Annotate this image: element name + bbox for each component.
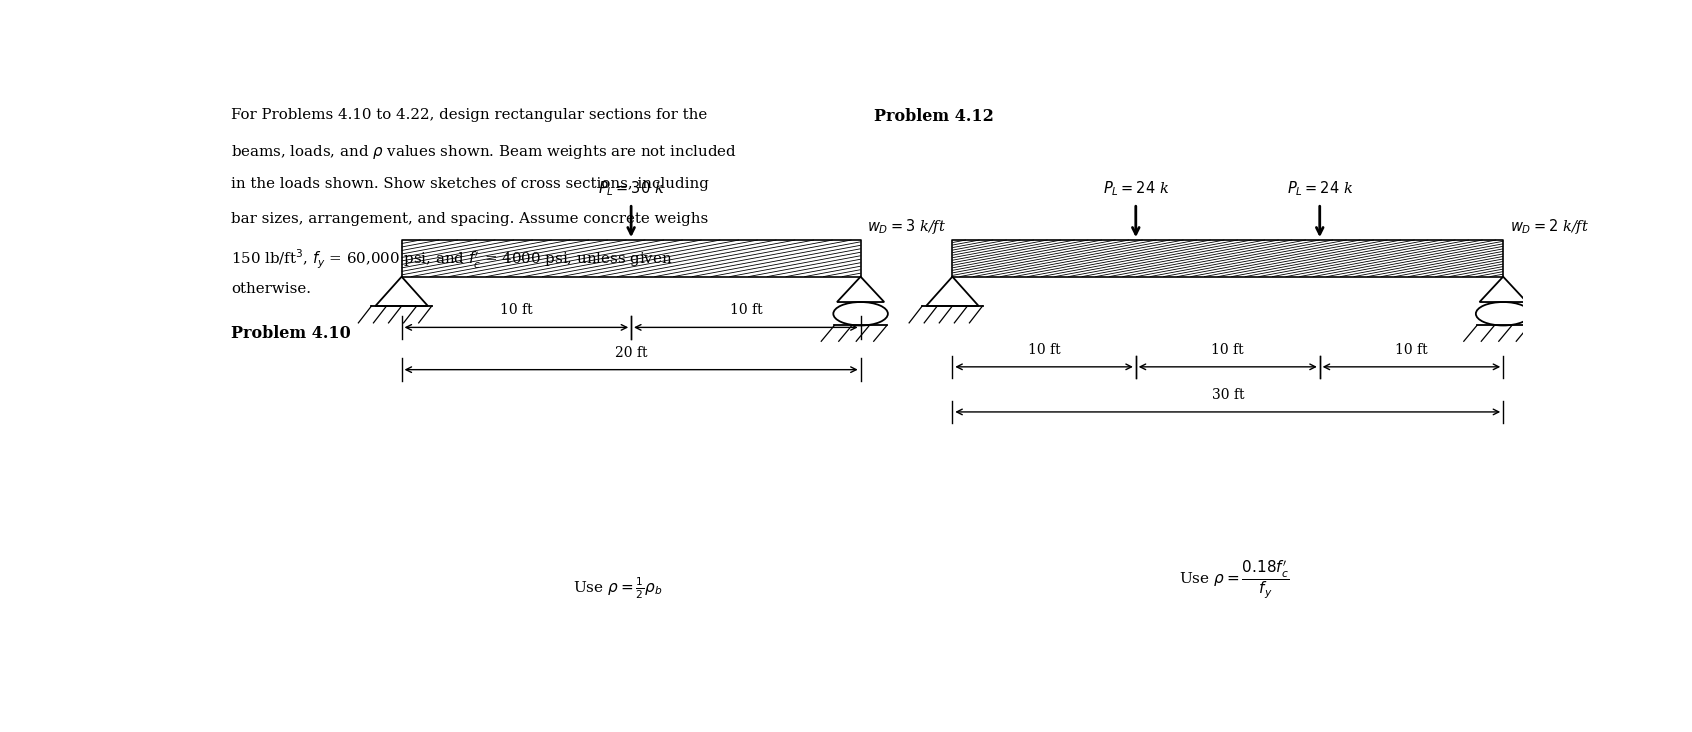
- Text: bar sizes, arrangement, and spacing. Assume concrete weighs: bar sizes, arrangement, and spacing. Ass…: [232, 212, 709, 226]
- Text: 20 ft: 20 ft: [614, 346, 648, 359]
- Text: 150 lb/ft$^3$, $f_y$ = 60,000 psi, and $f_c^{\prime}$ = 4000 psi, unless given: 150 lb/ft$^3$, $f_y$ = 60,000 psi, and $…: [232, 247, 673, 271]
- Text: Use $\rho = \frac{1}{2}\rho_b$: Use $\rho = \frac{1}{2}\rho_b$: [574, 575, 663, 601]
- Text: Problem 4.10: Problem 4.10: [232, 324, 350, 342]
- Text: 10 ft: 10 ft: [1027, 343, 1061, 356]
- Text: 10 ft: 10 ft: [1211, 343, 1244, 356]
- Text: 10 ft: 10 ft: [1396, 343, 1428, 356]
- Text: 10 ft: 10 ft: [729, 303, 761, 317]
- Text: $P_L = 24$ k: $P_L = 24$ k: [1286, 179, 1354, 198]
- Text: $w_D = 2$ k/ft: $w_D = 2$ k/ft: [1509, 217, 1589, 236]
- Text: 10 ft: 10 ft: [501, 303, 533, 317]
- Text: 30 ft: 30 ft: [1211, 388, 1244, 402]
- Text: Use $\rho = \dfrac{0.18f_c^{\prime}}{f_y}$: Use $\rho = \dfrac{0.18f_c^{\prime}}{f_y…: [1179, 559, 1289, 601]
- Text: beams, loads, and $\rho$ values shown. Beam weights are not included: beams, loads, and $\rho$ values shown. B…: [232, 143, 738, 160]
- Text: For Problems 4.10 to 4.22, design rectangular sections for the: For Problems 4.10 to 4.22, design rectan…: [232, 108, 707, 122]
- Text: Problem 4.12: Problem 4.12: [873, 108, 993, 124]
- Text: $w_D = 3$ k/ft: $w_D = 3$ k/ft: [866, 217, 946, 236]
- Text: otherwise.: otherwise.: [232, 283, 311, 296]
- Text: $P_L = 30$ k: $P_L = 30$ k: [597, 179, 665, 198]
- Text: in the loads shown. Show sketches of cross sections, including: in the loads shown. Show sketches of cro…: [232, 177, 709, 192]
- Text: $P_L = 24$ k: $P_L = 24$ k: [1103, 179, 1169, 198]
